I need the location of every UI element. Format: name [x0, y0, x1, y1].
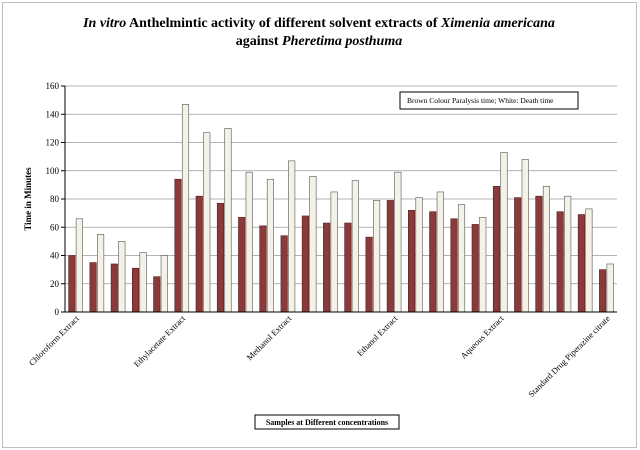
y-tick-label: 60 [50, 222, 60, 232]
y-tick-label: 100 [46, 166, 60, 176]
bar-death [97, 234, 105, 313]
bar-paralysis [344, 222, 352, 313]
x-axis-label-box [254, 414, 400, 430]
bar-paralysis [365, 236, 373, 313]
bar-death [606, 263, 614, 313]
bar-paralysis [386, 200, 394, 313]
y-tick-label: 40 [50, 251, 60, 261]
chart-svg: In vitro Anthelmintic activity of differ… [23, 16, 617, 430]
bar-paralysis [280, 235, 288, 313]
bar-death [500, 152, 508, 313]
category-label: Standard Drug Piperazine citrate [526, 313, 612, 399]
title-span: In vitro [82, 16, 126, 31]
bar-paralysis [132, 267, 140, 313]
bar-death [139, 252, 147, 313]
bar-death [160, 255, 168, 313]
bar-death [75, 218, 83, 313]
bar-paralysis [110, 263, 118, 313]
y-tick-label: 160 [46, 81, 60, 91]
y-tick-label: 140 [46, 109, 60, 119]
bar-death [309, 176, 317, 313]
x-axis-label-text: Samples at Different concentrations [266, 418, 388, 427]
bar-death [436, 191, 444, 313]
bar-death [288, 160, 296, 313]
bar-death [415, 197, 423, 313]
bar-paralysis [514, 197, 522, 313]
bar-paralysis [323, 222, 331, 313]
bar-paralysis [238, 217, 246, 313]
chart-title-line2: against Pheretima posthuma [236, 34, 402, 49]
legend: Brown Colour Paralysis time; White: Deat… [399, 91, 579, 110]
bar-death [564, 195, 572, 313]
title-span: Ximenia americana [440, 16, 555, 31]
bar-death [521, 159, 529, 313]
bar-death [585, 208, 593, 313]
legend-box [399, 91, 579, 110]
category-label: Chloroform Extract [27, 313, 82, 368]
bar-paralysis [68, 255, 76, 313]
x-axis-label: Samples at Different concentrations [254, 414, 400, 430]
bar-paralysis [599, 269, 607, 313]
bar-paralysis [301, 215, 309, 313]
legend-text: Brown Colour Paralysis time; White: Deat… [407, 96, 554, 105]
title-span: Anthelmintic activity of different solve… [126, 16, 441, 31]
bar-paralysis [216, 202, 225, 313]
bar-death [330, 191, 338, 313]
y-tick-label: 20 [50, 279, 60, 289]
title-span: Pheretima posthuma [282, 34, 402, 49]
category-label: Aqueous Extract [458, 313, 506, 361]
bar-death [245, 171, 253, 313]
bar-paralysis [408, 210, 416, 313]
bar-paralysis [492, 185, 501, 313]
bar-death [542, 185, 550, 313]
bar-paralysis [195, 195, 203, 313]
bars [68, 104, 614, 313]
category-labels: Chloroform Extract Ethylacetate Extract Me… [27, 313, 612, 399]
gridlines [65, 85, 617, 285]
bar-death [394, 171, 402, 313]
bar-paralysis [556, 211, 564, 313]
bar-death [351, 180, 359, 313]
y-tick-label: 0 [55, 307, 60, 317]
y-tick-label: 80 [50, 194, 60, 204]
y-tick-label: 120 [46, 138, 60, 148]
bar-paralysis [535, 195, 543, 313]
category-label: Methanol Extract [244, 313, 293, 362]
bar-death [203, 132, 211, 313]
bar-paralysis [471, 224, 479, 313]
bar-death [457, 204, 466, 313]
title-span: against [236, 34, 282, 49]
bar-death [181, 104, 190, 313]
bar-death [266, 178, 274, 313]
category-label: Ethanol Extract [355, 313, 400, 358]
category-label: Ethylacetate Extract [132, 313, 188, 369]
bar-paralysis [174, 178, 182, 313]
bar-paralysis [450, 218, 458, 313]
bar-death [224, 128, 232, 313]
chart-title-line1: In vitro Anthelmintic activity of differ… [82, 16, 555, 31]
y-axis-label: Time in Minutes [23, 167, 33, 231]
bar-death [373, 200, 381, 313]
bar-paralysis [429, 211, 437, 313]
bar-paralysis [577, 214, 585, 313]
bar-paralysis [89, 262, 97, 313]
bar-death [479, 217, 487, 313]
bar-paralysis [259, 225, 267, 313]
bar-death [118, 241, 126, 313]
y-axis-ticks: 0 20 40 60 80 100 120 140 160 [46, 81, 65, 317]
bar-paralysis [153, 276, 161, 313]
